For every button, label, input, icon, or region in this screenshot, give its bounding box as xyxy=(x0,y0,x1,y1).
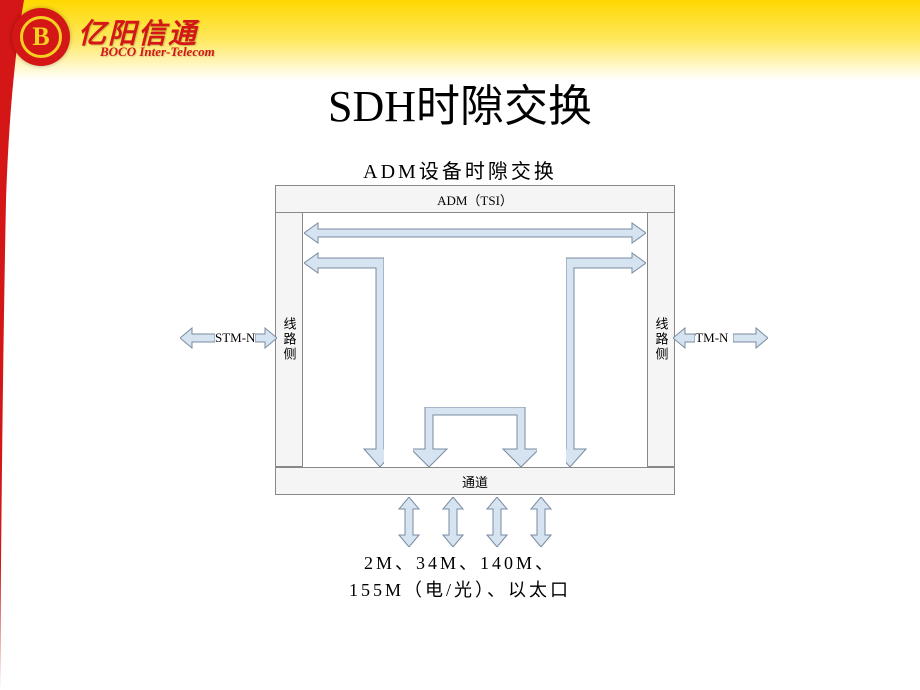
box-right-line: 线路侧 xyxy=(647,213,675,467)
arrow-stm-left-out xyxy=(180,327,215,349)
box-left-line: 线路侧 xyxy=(275,213,303,467)
arrow-bottom-4 xyxy=(530,497,552,547)
arrow-center-u xyxy=(413,407,537,467)
io-line-1: 2M、34M、140M、 xyxy=(364,553,556,573)
brand-name-en: BOCO Inter-Telecom xyxy=(100,44,215,60)
arrow-right-down xyxy=(566,252,646,467)
right-label: 线路侧 xyxy=(652,317,671,362)
brand-logo: B xyxy=(12,8,70,66)
left-label: 线路侧 xyxy=(280,317,299,362)
arrow-stm-left-in xyxy=(255,327,277,349)
arrow-top-long xyxy=(304,222,646,244)
io-types-label: 2M、34M、140M、 155M（电/光）、以太口 xyxy=(0,550,920,604)
arrow-stm-right-out xyxy=(733,327,768,349)
io-line-2: 155M（电/光）、以太口 xyxy=(349,580,571,600)
stm-left-label: STM-N xyxy=(215,330,255,346)
arrow-left-down xyxy=(304,252,384,467)
box-bottom-channel: 通道 xyxy=(275,467,675,495)
diagram-title: ADM设备时隙交换 xyxy=(0,155,920,184)
arrow-stm-right-in xyxy=(673,327,695,349)
arrow-bottom-2 xyxy=(442,497,464,547)
slide-title: SDH时隙交换 xyxy=(0,70,920,134)
arrow-bottom-3 xyxy=(486,497,508,547)
logo-letter: B xyxy=(20,16,62,58)
arrow-bottom-1 xyxy=(398,497,420,547)
box-top-adm: ADM（TSI） xyxy=(275,185,675,213)
